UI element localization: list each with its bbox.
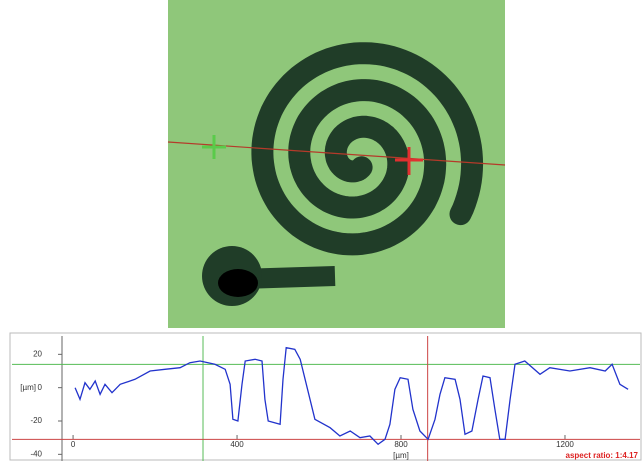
x-tick-label: 400 (230, 440, 244, 449)
x-tick-label: 800 (394, 440, 408, 449)
y-tick-label: 0 (38, 383, 43, 392)
screenshot: -40-2002004008001200[µm][µm]aspect ratio… (0, 0, 642, 461)
y-tick-label: 20 (33, 349, 42, 358)
profile-frame (10, 333, 641, 460)
y-tick-label: -20 (30, 416, 42, 425)
x-tick-label: 0 (71, 440, 76, 449)
y-tick-label: -40 (30, 449, 42, 458)
micrograph (168, 0, 505, 328)
y-axis-label: [µm] (20, 383, 36, 392)
page: {"chart_data": {"type": "line", "x": [5,… (0, 0, 642, 466)
x-tick-label: 1200 (556, 440, 574, 449)
aspect-ratio: aspect ratio: 1:4.17 (566, 451, 639, 460)
pad-defect (218, 269, 258, 297)
x-axis-label: [µm] (393, 451, 409, 460)
